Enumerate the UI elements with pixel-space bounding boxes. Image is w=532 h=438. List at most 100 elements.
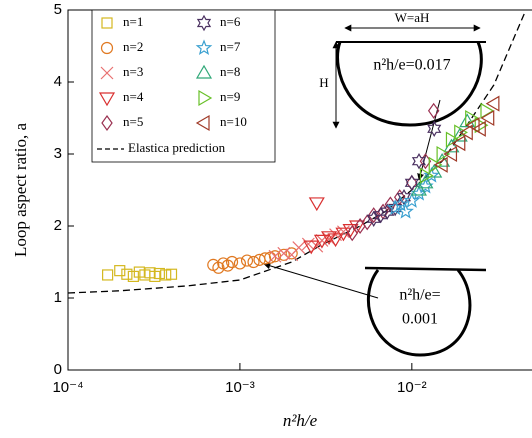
annotation: 0.001 [402,311,438,328]
point [221,259,234,272]
point [321,231,338,245]
annotation: n²h/e= [399,287,440,304]
point [233,257,247,270]
legend-entry: n=1 [101,14,143,29]
point [268,249,282,263]
point [366,210,381,228]
y-tick-label: 3 [54,145,62,162]
point [451,135,466,152]
point [404,174,419,192]
point [277,246,291,260]
legend-entry: n=8 [195,64,240,79]
annotation: W=aH [395,10,430,25]
legend-label: n=7 [220,39,241,54]
point [348,220,366,235]
loop-diagram-low [263,262,487,357]
point [153,267,165,280]
legend-entry: n=7 [195,39,241,56]
point [454,124,468,141]
point [100,41,114,55]
point [480,109,495,127]
point [361,214,373,231]
legend-entry: n=3 [100,64,143,80]
point [195,114,210,132]
point [465,109,479,127]
point [459,113,476,128]
point [327,233,344,248]
legend-label: n=9 [220,89,240,104]
legend-label: n=4 [123,89,144,104]
x-tick-label: 10⁻² [397,379,427,396]
point [308,197,325,212]
legend-entry: n=9 [198,89,240,107]
point [102,269,114,281]
point [388,199,403,217]
point [423,166,440,183]
legend-entry: Elastica prediction [97,140,226,155]
legend-label: n=1 [123,14,143,29]
legend-entry: n=5 [101,114,143,132]
point [285,247,298,260]
point [100,66,114,80]
point [301,237,315,251]
point [472,120,486,137]
plot-frame [67,9,532,371]
point [342,224,359,238]
legend-label: n=6 [220,14,241,29]
point [165,268,178,280]
legend-label: Elastica prediction [128,140,226,155]
point [195,39,213,56]
point [380,203,395,220]
y-tick-label: 1 [54,289,62,306]
annotation: n²h/e=0.017 [373,57,450,74]
point [225,255,239,269]
legend-label: n=10 [220,114,247,129]
point [313,234,330,249]
y-tick-label: 5 [54,1,62,18]
point [373,206,388,224]
point [436,145,451,163]
point [443,145,458,163]
point [419,167,434,184]
point [335,227,352,242]
point [198,89,213,107]
x-tick-label: 10⁻³ [225,379,255,396]
y-tick-label: 4 [54,73,62,90]
point [346,225,358,242]
point [427,120,442,138]
legend-label: n=8 [220,64,240,79]
point [427,102,440,119]
y-tick-label: 0 [54,361,62,378]
point [196,14,212,32]
point [127,270,139,282]
legend [91,9,276,163]
point [428,156,443,173]
y-tick-label: 2 [54,217,62,234]
point [247,255,260,269]
point [101,17,113,29]
legend-entry: n=4 [98,89,144,107]
point [114,265,126,277]
x-axis-label: n²h/e [283,411,318,430]
point [160,269,172,281]
legend-label: n=2 [123,39,143,54]
point [433,156,448,173]
point [410,181,427,196]
point [403,192,421,208]
legend-label: n=5 [123,114,143,129]
legend-entry: n=2 [100,39,143,55]
point [101,114,113,132]
legend-entry: n=10 [195,114,247,132]
point [411,152,427,170]
point [195,64,213,79]
point [392,195,409,212]
legend-label: n=3 [123,64,143,79]
annotation: H [319,75,328,90]
legend-entry: n=6 [196,14,241,32]
point [367,207,380,224]
point [397,202,414,219]
point [303,240,320,255]
x-tick-label: 10⁻⁴ [52,379,83,396]
point [121,268,133,280]
